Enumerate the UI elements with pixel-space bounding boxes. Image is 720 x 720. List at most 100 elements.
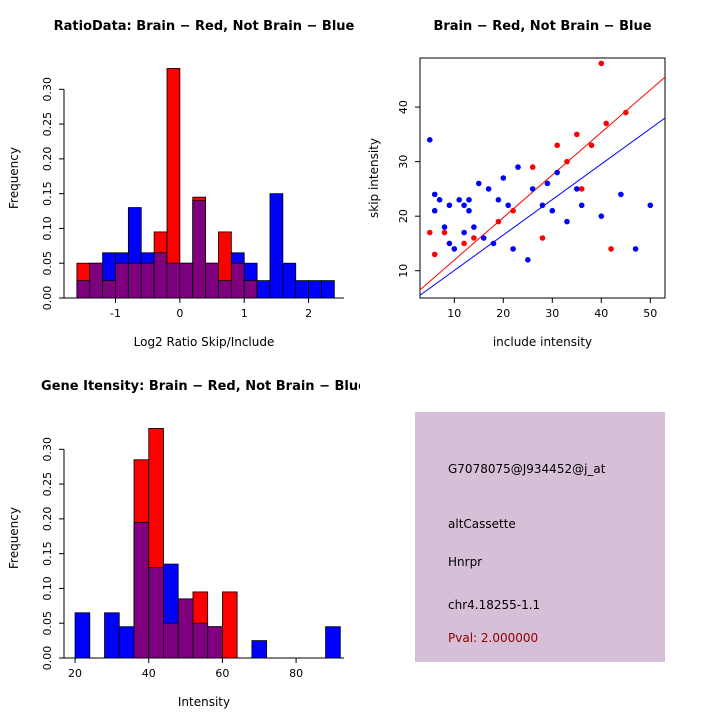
annotation-box: G7078075@J934452@j_at altCassette Hnrpr … (415, 412, 665, 662)
y-axis-label: skip intensity (367, 138, 381, 218)
scatter-point-blue (632, 246, 639, 252)
scatter-point-red (608, 246, 614, 252)
x-tick-label: 2 (305, 307, 312, 320)
histogram-bar (256, 280, 271, 299)
y-tick-label: 0.00 (41, 286, 54, 311)
y-tick-label: 0.20 (41, 147, 54, 172)
x-tick-label: 20 (68, 667, 82, 680)
scatter-point-red (588, 142, 595, 149)
scatter-point-red (441, 229, 448, 236)
histogram-bar-overlap (102, 280, 116, 299)
scatter-point-red (623, 109, 629, 116)
x-axis-label: include intensity (493, 335, 592, 349)
probe-id-text: G7078075@J934452@j_at (448, 462, 606, 476)
scatter-point-blue (500, 175, 507, 181)
scatter-point-red (471, 235, 477, 241)
histogram-bar-overlap (140, 262, 155, 299)
histogram-bar-overlap (166, 262, 181, 299)
event-type-text: altCassette (448, 517, 516, 531)
scatter-point-blue (564, 218, 570, 225)
scatter-point-red (529, 164, 536, 170)
histogram-bar (295, 280, 309, 299)
scatter-point-blue (451, 246, 458, 252)
intensity-scatter-panel: Brain − Red, Not Brain − Blue 10 20 30 40 50 1… (367, 19, 666, 349)
scatter-point-blue (431, 191, 438, 198)
x-tick-label: -1 (110, 307, 121, 320)
scatter-point-red (495, 218, 502, 225)
y-tick-label: 0.30 (41, 77, 54, 102)
brain-fit-line (419, 76, 666, 291)
scatter-point-blue (490, 240, 497, 247)
histogram-bar (222, 591, 238, 659)
histogram-bar-overlap (89, 262, 104, 299)
histogram-bar-overlap (76, 280, 91, 299)
scatter-point-blue (480, 235, 487, 241)
histogram-bar-overlap (192, 200, 207, 299)
scatter-point-blue (574, 186, 580, 192)
histogram-bar-overlap (148, 567, 164, 659)
y-tick-label: 0.15 (41, 181, 54, 206)
x-tick-label: 80 (289, 667, 303, 680)
histogram-bar-overlap (133, 521, 150, 659)
histogram-bar-overlap (127, 262, 142, 299)
histogram-bar (74, 612, 91, 659)
histogram-bar-overlap (230, 262, 245, 299)
histogram-bar-overlap (179, 262, 194, 299)
histogram-bar-overlap (153, 252, 168, 299)
scatter-point-red (539, 235, 546, 241)
scatter-point-blue (554, 169, 560, 176)
chart-title: RatioData: Brain − Red, Not Brain − Blue (54, 19, 355, 34)
scatter-point-red (603, 120, 609, 127)
x-tick-label: 60 (215, 667, 229, 680)
scatter-point-blue (510, 246, 516, 252)
gene-intensity-histogram-panel: Gene Itensity: Brain − Red, Not Brain − … (7, 379, 360, 709)
x-tick-label: 10 (447, 307, 461, 320)
event-info-panel: G7078075@J934452@j_at altCassette Hnrpr … (360, 360, 720, 720)
scatter-point-red (554, 142, 560, 149)
scatter-point-blue (461, 202, 467, 209)
y-tick-label: 30 (397, 155, 410, 169)
histogram-bar-overlap (177, 598, 194, 659)
plot-box (419, 57, 666, 299)
x-tick-label: 40 (142, 667, 156, 680)
y-tick-label: 0.15 (41, 541, 54, 566)
histogram-bar (104, 612, 120, 659)
scatter-point-blue (495, 197, 502, 203)
x-tick-label: 1 (241, 307, 248, 320)
histogram-bar-overlap (192, 622, 209, 659)
scatter-point-red (510, 207, 516, 214)
scatter-point-blue (476, 180, 482, 187)
scatter-point-blue (471, 224, 477, 230)
gene-symbol-text: Hnrpr (448, 555, 483, 569)
scatter-point-blue (446, 202, 453, 209)
scatter-point-red (564, 158, 570, 165)
scatter-point-blue (466, 207, 472, 214)
histogram-bar (269, 193, 284, 299)
scatter-point-blue (436, 197, 443, 203)
y-tick-label: 10 (397, 264, 410, 278)
scatter-point-blue (446, 240, 453, 247)
x-tick-label: 0 (176, 307, 183, 320)
y-tick-label: 0.25 (41, 472, 54, 497)
x-tick-label: 50 (643, 307, 657, 320)
y-tick-label: 0.10 (41, 216, 54, 241)
scatter-point-red (431, 251, 438, 258)
scatter-point-blue (441, 224, 448, 230)
scatter-point-red (461, 240, 467, 247)
scatter-point-blue (461, 229, 467, 236)
histogram-bar (251, 640, 268, 659)
scatter-point-blue (549, 207, 556, 214)
histogram-bar-overlap (163, 622, 179, 659)
y-axis-label: Frequency (7, 507, 21, 569)
scatter-point-blue (539, 202, 546, 209)
histogram-bar (325, 626, 341, 659)
scatter-point-blue (485, 186, 492, 192)
chart-title: Gene Itensity: Brain − Red, Not Brain − … (41, 379, 360, 394)
scatter-point-blue (529, 186, 536, 192)
pval-text: Pval: 2.000000 (448, 631, 539, 645)
scatter-point-blue (544, 180, 551, 187)
histogram-bar (118, 626, 135, 659)
scatter-point-blue (598, 213, 605, 219)
scatter-point-red (578, 186, 585, 192)
y-tick-label: 40 (397, 100, 410, 114)
